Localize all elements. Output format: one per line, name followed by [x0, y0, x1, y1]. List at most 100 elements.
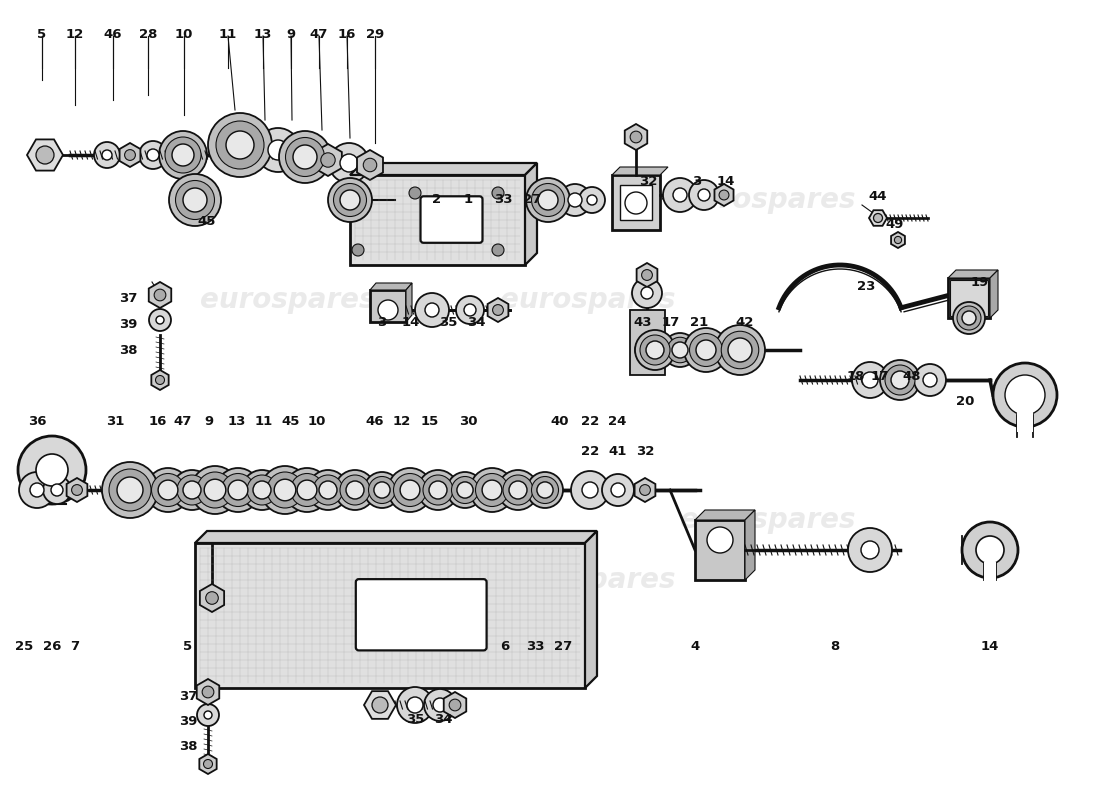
Circle shape	[268, 140, 288, 160]
Circle shape	[285, 468, 329, 512]
Circle shape	[169, 174, 221, 226]
Text: 13: 13	[228, 415, 246, 428]
Text: 29: 29	[366, 28, 384, 41]
Text: 39: 39	[119, 318, 138, 331]
Circle shape	[475, 474, 508, 506]
Circle shape	[197, 704, 219, 726]
Text: 33: 33	[526, 640, 544, 653]
Text: 3: 3	[377, 316, 386, 329]
Circle shape	[160, 131, 207, 179]
Circle shape	[352, 244, 364, 256]
Circle shape	[321, 153, 336, 167]
Polygon shape	[370, 283, 412, 290]
FancyBboxPatch shape	[355, 579, 486, 650]
Text: 37: 37	[179, 690, 197, 703]
Circle shape	[630, 131, 642, 143]
Circle shape	[503, 475, 534, 505]
Circle shape	[267, 472, 303, 508]
Bar	[695, 520, 745, 580]
Text: 45: 45	[282, 415, 300, 428]
Polygon shape	[195, 531, 597, 543]
Polygon shape	[199, 754, 217, 774]
Circle shape	[456, 296, 484, 324]
Bar	[984, 562, 996, 582]
Text: 9: 9	[205, 415, 213, 428]
Circle shape	[205, 479, 225, 501]
Circle shape	[228, 480, 248, 500]
Circle shape	[319, 481, 337, 499]
Circle shape	[409, 187, 421, 199]
Circle shape	[456, 482, 473, 498]
Circle shape	[372, 697, 388, 713]
Circle shape	[177, 475, 207, 505]
Circle shape	[953, 302, 984, 334]
Circle shape	[482, 480, 502, 500]
Circle shape	[848, 528, 892, 572]
Text: 35: 35	[406, 713, 425, 726]
Circle shape	[632, 278, 662, 308]
Circle shape	[191, 466, 239, 514]
Text: 48: 48	[903, 370, 922, 383]
Circle shape	[719, 190, 729, 200]
Circle shape	[397, 687, 433, 723]
Circle shape	[886, 365, 915, 395]
Circle shape	[165, 137, 201, 173]
Circle shape	[328, 178, 372, 222]
Circle shape	[368, 477, 396, 503]
Circle shape	[378, 300, 398, 320]
Circle shape	[579, 187, 605, 213]
Circle shape	[346, 481, 364, 499]
Circle shape	[216, 121, 264, 169]
Circle shape	[891, 371, 909, 389]
Circle shape	[538, 190, 558, 210]
Bar	[370, 290, 406, 322]
Circle shape	[286, 138, 324, 177]
Circle shape	[216, 468, 260, 512]
Circle shape	[176, 181, 214, 219]
Polygon shape	[67, 478, 87, 502]
Circle shape	[36, 146, 54, 164]
Circle shape	[418, 470, 458, 510]
Text: 31: 31	[106, 415, 124, 428]
Circle shape	[340, 190, 360, 210]
Circle shape	[261, 466, 309, 514]
Circle shape	[183, 188, 207, 212]
Polygon shape	[152, 370, 168, 390]
Circle shape	[308, 470, 348, 510]
Polygon shape	[200, 584, 224, 612]
Circle shape	[447, 472, 483, 508]
FancyBboxPatch shape	[630, 310, 666, 375]
Circle shape	[962, 311, 976, 325]
Circle shape	[646, 341, 664, 359]
Circle shape	[449, 699, 461, 711]
Circle shape	[698, 189, 710, 201]
Circle shape	[139, 141, 167, 169]
Text: 14: 14	[402, 316, 420, 329]
Circle shape	[155, 375, 165, 385]
Text: 28: 28	[139, 28, 157, 41]
Text: 26: 26	[43, 640, 62, 653]
FancyBboxPatch shape	[612, 175, 660, 230]
Text: 34: 34	[466, 316, 485, 329]
Circle shape	[226, 131, 254, 159]
Polygon shape	[364, 691, 396, 719]
Circle shape	[36, 454, 68, 486]
Circle shape	[684, 328, 728, 372]
Text: 27: 27	[522, 193, 541, 206]
Text: 23: 23	[857, 280, 876, 293]
Circle shape	[425, 303, 439, 317]
Circle shape	[526, 178, 570, 222]
Circle shape	[204, 759, 212, 769]
Circle shape	[394, 474, 427, 506]
Circle shape	[673, 188, 688, 202]
Text: 20: 20	[956, 395, 975, 408]
Text: 11: 11	[219, 28, 238, 41]
Circle shape	[861, 541, 879, 559]
Circle shape	[640, 335, 670, 365]
Polygon shape	[350, 163, 537, 175]
Circle shape	[470, 468, 514, 512]
Text: 6: 6	[500, 640, 509, 653]
Circle shape	[400, 480, 420, 500]
Circle shape	[202, 686, 213, 698]
Polygon shape	[635, 478, 656, 502]
